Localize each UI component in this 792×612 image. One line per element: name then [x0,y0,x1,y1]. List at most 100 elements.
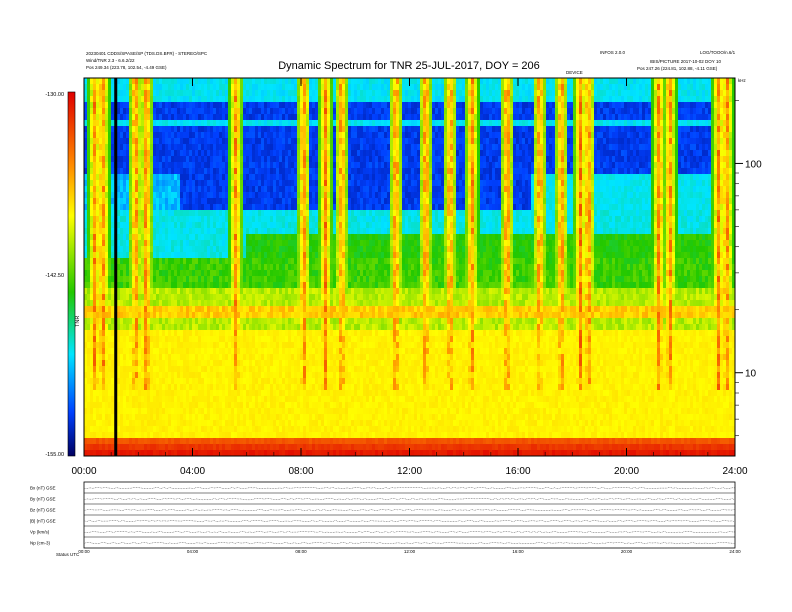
heatmap-cell [222,294,226,301]
heatmap-cell [99,432,103,439]
heatmap-cell [270,114,274,121]
heatmap-cell [192,258,196,265]
heatmap-cell [198,324,202,331]
heatmap-cell [180,228,184,235]
heatmap-cell [291,330,295,337]
heatmap-cell [273,162,277,169]
heatmap-cell [210,282,214,289]
heatmap-cell [231,78,235,85]
heatmap-cell [87,312,91,319]
heatmap-cell [240,138,244,145]
heatmap-cell [297,348,301,355]
heatmap-cell [294,378,298,385]
heatmap-cell [225,270,229,277]
heatmap-cell [186,216,190,223]
heatmap-cell [150,288,154,295]
heatmap-cell [279,390,283,397]
heatmap-cell [228,324,232,331]
heatmap-cell [99,264,103,271]
heatmap-cell [240,384,244,391]
heatmap-cell [219,168,223,175]
heatmap-cell [270,276,274,283]
heatmap-cell [84,432,88,439]
heatmap-cell [282,114,286,121]
heatmap-cell [87,294,91,301]
heatmap-cell [315,240,319,247]
heatmap-cell [264,396,268,403]
heatmap-cell [141,198,145,205]
heatmap-cell [228,126,232,133]
heatmap-cell [156,240,160,247]
heatmap-cell [129,420,133,427]
heatmap-cell [318,264,322,271]
heatmap-cell [189,330,193,337]
heatmap-cell [171,342,175,349]
heatmap-cell [99,414,103,421]
heatmap-cell [171,114,175,121]
heatmap-cell [243,438,247,445]
header-right-line2: IBIS/PICTURE 2017-10-02 DOY 10 [650,59,721,64]
heatmap-cell [315,348,319,355]
heatmap-cell [102,384,106,391]
heatmap-cell [195,192,199,199]
heatmap-cell [291,132,295,139]
heatmap-cell [279,108,283,115]
heatmap-cell [234,324,238,331]
heatmap-cell [246,396,250,403]
heatmap-cell [309,228,313,235]
heatmap-cell [204,180,208,187]
heatmap-cell [282,420,286,427]
heatmap-cell [306,168,310,175]
heatmap-cell [174,138,178,145]
heatmap-cell [222,174,226,181]
heatmap-cell [207,450,211,457]
heatmap-cell [288,318,292,325]
heatmap-cell [315,114,319,121]
heatmap-cell [303,252,307,259]
heatmap-cell [132,234,136,241]
heatmap-cell [318,300,322,307]
heatmap-cell [111,222,115,229]
heatmap-cell [291,414,295,421]
heatmap-cell [99,168,103,175]
heatmap-cell [288,408,292,415]
heatmap-cell [264,90,268,97]
heatmap-cell [132,444,136,451]
heatmap-cell [159,372,163,379]
heatmap-cell [144,408,148,415]
heatmap-cell [243,444,247,451]
heatmap-cell [285,336,289,343]
heatmap-cell [171,156,175,163]
heatmap-cell [312,210,316,217]
heatmap-cell [84,210,88,217]
heatmap-cell [243,96,247,103]
heatmap-cell [126,396,130,403]
heatmap-cell [93,420,97,427]
heatmap-cell [93,300,97,307]
heatmap-cell [276,204,280,211]
heatmap-cell [108,312,112,319]
heatmap-cell [297,444,301,451]
heatmap-cell [102,414,106,421]
heatmap-cell [249,330,253,337]
heatmap-cell [204,78,208,85]
heatmap-cell [105,402,109,409]
heatmap-cell [168,408,172,415]
heatmap-cell [294,438,298,445]
heatmap-cell [162,246,166,253]
heatmap-cell [192,120,196,127]
heatmap-cell [288,282,292,289]
heatmap-cell [219,150,223,157]
heatmap-cell [141,366,145,373]
heatmap-cell [150,294,154,301]
heatmap-cell [195,426,199,433]
heatmap-cell [273,384,277,391]
heatmap-cell [186,186,190,193]
heatmap-cell [120,144,124,151]
heatmap-cell [84,384,88,391]
heatmap-cell [204,294,208,301]
heatmap-cell [240,246,244,253]
heatmap-cell [156,258,160,265]
heatmap-cell [177,312,181,319]
